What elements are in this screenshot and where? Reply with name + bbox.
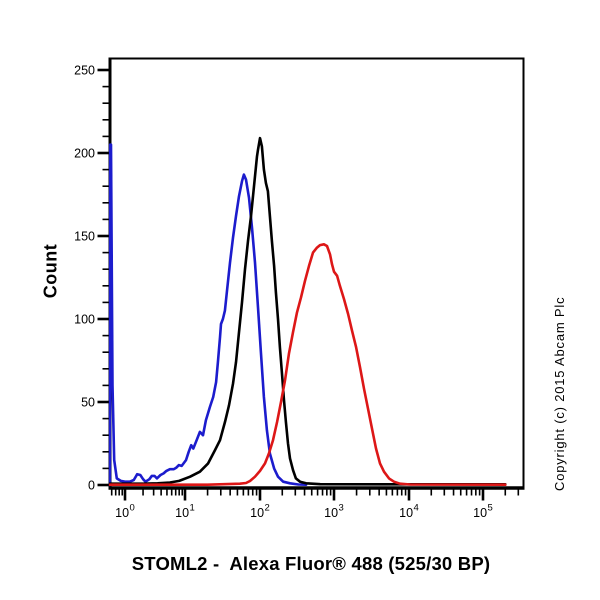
copyright-text: Copyright (c) 2015 Abcam Plc: [552, 296, 567, 491]
x-axis-tick-label: 105: [473, 503, 493, 521]
chart-title: STOML2 - Alexa Fluor® 488 (525/30 BP): [131, 553, 491, 574]
x-axis-tick-label: 103: [324, 503, 344, 521]
y-axis-tick-label: 100: [74, 313, 95, 327]
y-axis-tick-label: 200: [74, 147, 95, 161]
y-axis-tick-label: 0: [88, 479, 95, 493]
x-axis-tick-label: 104: [399, 503, 419, 521]
series-blue-histogram-curve: [108, 143, 308, 487]
y-axis-title: Count: [40, 243, 61, 299]
y-axis-tick-label: 250: [74, 64, 95, 78]
series-black-histogram-curve: [108, 136, 507, 486]
y-axis-tick-label: 50: [81, 396, 95, 410]
y-axis-tick-label: 150: [74, 230, 95, 244]
series-red-histogram-curve: [108, 243, 507, 486]
x-axis-tick-label: 102: [250, 503, 270, 521]
x-axis-tick-label: 100: [115, 503, 135, 521]
x-axis-tick-label: 101: [175, 503, 195, 521]
